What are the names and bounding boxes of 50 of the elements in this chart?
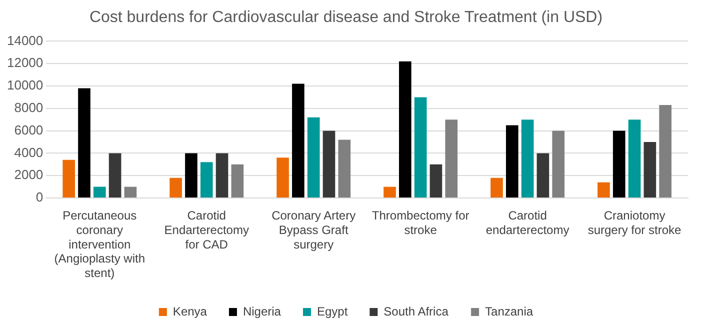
- bar: [659, 105, 672, 198]
- y-tick-label: 0: [36, 190, 44, 205]
- legend-label: Tanzania: [485, 304, 534, 318]
- bar: [506, 125, 518, 198]
- bar: [628, 120, 641, 198]
- bar: [292, 84, 304, 198]
- bar: [384, 186, 396, 198]
- legend-label: South Africa: [384, 304, 449, 318]
- bar: [338, 140, 351, 198]
- bar: [430, 164, 442, 198]
- legend-label: Nigeria: [242, 304, 282, 318]
- y-tick-label: 4000: [14, 144, 44, 160]
- bar: [216, 153, 228, 198]
- bar: [93, 186, 106, 198]
- bar: [598, 182, 610, 198]
- bar: [78, 88, 90, 198]
- x-tick-label: Craniotomy surgery for stroke: [588, 208, 682, 237]
- bar: [276, 158, 289, 198]
- x-tick-label: Carotid Endarterectomy for CAD: [164, 208, 249, 252]
- x-tick-label: Coronary Artery Bypass Graft surgery: [272, 208, 356, 252]
- bar: [612, 130, 626, 198]
- x-tick-label: Thrombectomy for stroke: [372, 208, 470, 237]
- bar: [108, 153, 122, 198]
- x-tick-label: Percutaneous coronary intervention (Angioplasty with stent): [54, 208, 145, 280]
- y-tick-label: 12000: [6, 55, 44, 70]
- bar: [398, 61, 412, 198]
- bar: [124, 186, 137, 198]
- bar: [322, 130, 336, 198]
- bar: [552, 130, 565, 198]
- y-tick-label: 2000: [14, 167, 44, 182]
- y-tick-label: 6000: [14, 122, 44, 138]
- bar: [62, 160, 75, 198]
- legend-label: Kenya: [172, 304, 208, 318]
- bar: [231, 164, 244, 198]
- y-tick-label: 14000: [6, 32, 44, 48]
- bar: [200, 162, 213, 198]
- bar: [445, 120, 458, 198]
- bar: [185, 153, 198, 198]
- y-tick-label: 8000: [14, 100, 44, 115]
- legend-label: Egypt: [316, 304, 348, 318]
- bar: [414, 97, 427, 198]
- y-tick-label: 10000: [6, 78, 44, 93]
- bar: [490, 178, 503, 198]
- bar: [644, 142, 656, 198]
- bar: [536, 153, 550, 198]
- bar: [521, 120, 534, 198]
- bar: [170, 178, 182, 198]
- x-tick-label: Carotid endarterectomy: [486, 208, 570, 237]
- chart-title: Cost burdens for Cardiovascular disease and Stroke Treatment (in USD): [89, 9, 603, 26]
- bar: [307, 117, 320, 198]
